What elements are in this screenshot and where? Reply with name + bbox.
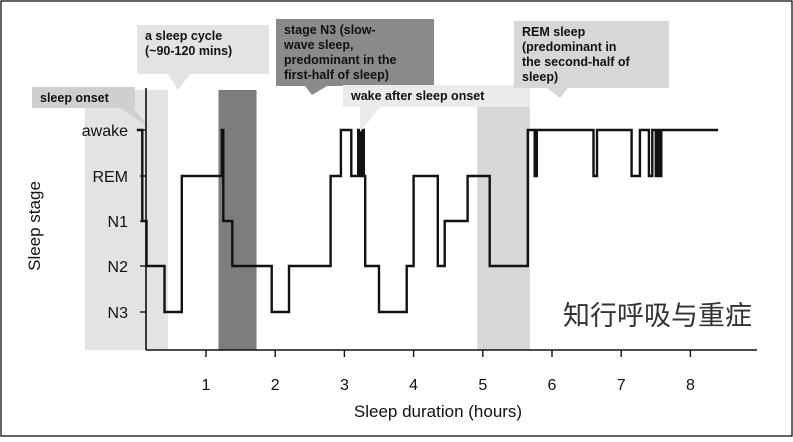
stage-n3-callout: stage N3 (slow-wave sleep,predominant in… [276,19,434,95]
y-tick-label: awake [82,123,128,140]
stage-n3-callout-text: wave sleep, [283,38,354,52]
stage-n3-callout-text: stage N3 (slow- [284,23,376,37]
stage-n3-callout-text: first-half of sleep) [284,68,389,82]
y-axis-title: Sleep stage [25,181,44,271]
waso-callout: wake after sleep onset [343,85,530,132]
x-axis-title: Sleep duration (hours) [354,402,522,421]
x-tick-label: 6 [548,377,557,394]
x-tick-label: 5 [478,377,487,394]
x-tick-label: 8 [686,377,695,394]
sleep-cycle-callout-text: a sleep cycle [145,29,222,43]
waso-callout-pointer [360,107,380,132]
rem-sleep-callout-text: sleep) [522,70,558,84]
y-tick-label: N2 [108,259,129,276]
rem-sleep-callout-box [514,21,669,88]
x-tick-label: 7 [617,377,626,394]
sleep-onset-callout-box [32,87,135,108]
watermark: 知行呼吸与重症 [563,301,752,332]
x-tick-label: 2 [271,377,280,394]
sleep-cycle-band [84,90,168,350]
sleep-onset-callout-text: sleep onset [40,91,110,105]
rem-sleep-callout-text: the second-half of [522,55,630,69]
y-tick-label: REM [92,169,128,186]
waso-callout-text: wake after sleep onset [350,89,485,103]
x-tick-label: 3 [340,377,349,394]
stage-n3-callout-box [276,19,434,86]
x-tick-label: 1 [202,377,211,394]
sleep-cycle-callout-box [137,25,269,74]
stage-n3-callout-pointer [305,86,327,95]
hypnogram-line [136,128,719,314]
x-tick-label: 4 [409,377,418,394]
sleep-cycle-callout: a sleep cycle(~90-120 mins) [137,25,269,90]
y-tick-label: N1 [108,214,129,231]
sleep-cycle-callout-pointer [168,74,190,90]
y-tick-label: N3 [108,305,129,322]
sleep-cycle-callout-text: (~90-120 mins) [145,44,232,58]
sleep-onset-callout: sleep onset [32,87,150,128]
sleep-onset-callout-pointer [120,108,150,128]
rem-sleep-callout-pointer [547,88,568,98]
rem-sleep-callout-text: (predominant in [522,40,616,54]
rem-sleep-callout-text: REM sleep [522,25,586,39]
rem-sleep-band [477,90,530,350]
waso-callout-box [343,85,530,107]
stage-n3-callout-text: predominant in the [284,53,397,67]
